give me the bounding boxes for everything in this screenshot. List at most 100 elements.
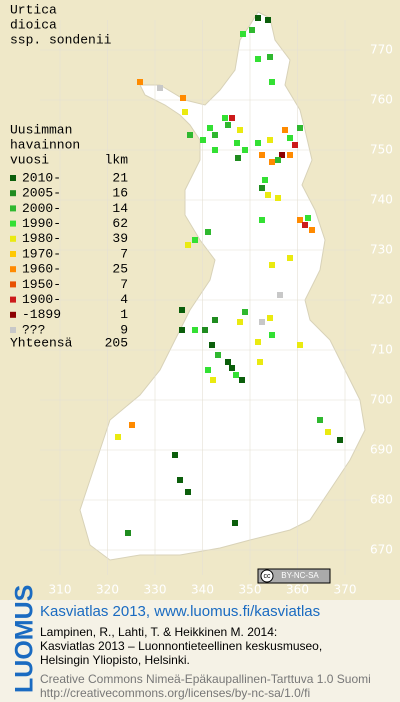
record-square <box>317 417 323 423</box>
record-square <box>212 147 218 153</box>
y-grid-label: 750 <box>370 143 393 157</box>
record-square <box>185 242 191 248</box>
legend-label: -1899 <box>22 307 61 322</box>
y-grid-label: 730 <box>370 243 393 257</box>
badge-circle <box>260 569 274 583</box>
legend-count: 9 <box>120 322 128 337</box>
record-square <box>249 27 255 33</box>
record-square <box>259 185 265 191</box>
legend-label: 1960- <box>22 262 61 277</box>
record-square <box>239 377 245 383</box>
records <box>115 15 343 536</box>
record-square <box>309 227 315 233</box>
x-grid-label: 340 <box>191 583 214 597</box>
record-square <box>234 140 240 146</box>
record-square <box>182 109 188 115</box>
license-badge: cc BY-NC-SA <box>257 568 331 584</box>
record-square <box>262 177 268 183</box>
legend-total-label: Yhteensä <box>10 335 73 350</box>
record-square <box>210 377 216 383</box>
legend-count: 16 <box>112 186 128 201</box>
record-square <box>205 229 211 235</box>
record-square <box>242 147 248 153</box>
record-square <box>242 309 248 315</box>
record-square <box>267 137 273 143</box>
record-square <box>259 217 265 223</box>
legend-swatch <box>10 251 16 257</box>
legend-col-year: vuosi <box>10 152 49 167</box>
record-square <box>265 17 271 23</box>
legend-count: 1 <box>120 307 128 322</box>
legend-count: 39 <box>112 231 128 246</box>
legend-swatch <box>10 266 16 273</box>
record-square <box>277 292 283 298</box>
badge-box <box>257 568 331 584</box>
record-square <box>200 137 206 143</box>
record-square <box>235 155 241 161</box>
record-square <box>255 140 261 146</box>
badge-cc: cc <box>264 573 272 580</box>
record-square <box>129 422 135 428</box>
record-square <box>259 152 265 158</box>
legend-heading: havainnon <box>10 137 80 152</box>
record-square <box>297 217 303 223</box>
x-grid-label: 370 <box>334 583 357 597</box>
legend-label: 2010- <box>22 170 61 185</box>
record-square <box>255 339 261 345</box>
legend-count: 62 <box>112 216 128 231</box>
legend-swatch <box>10 296 16 303</box>
record-square <box>269 262 275 268</box>
x-grid-label: 320 <box>96 583 119 597</box>
x-grid-label: 360 <box>286 583 309 597</box>
record-square <box>267 54 273 60</box>
y-grid-label: 700 <box>370 393 393 407</box>
title-line: Urtica <box>10 2 57 17</box>
legend-label: 2000- <box>22 201 61 216</box>
legend-count: 21 <box>112 170 128 185</box>
record-square <box>225 359 231 365</box>
record-square <box>187 132 193 138</box>
record-square <box>229 115 235 121</box>
record-square <box>185 489 191 495</box>
badge-text: BY-NC-SA <box>281 571 319 580</box>
record-square <box>202 327 208 333</box>
record-square <box>179 327 185 333</box>
record-square <box>269 79 275 85</box>
legend-label: 1980- <box>22 231 61 246</box>
legend-count: 14 <box>112 201 128 216</box>
record-square <box>292 142 298 148</box>
grid: 770 760 750 740 730 720 710 700 690 680 670 310 320 3… <box>40 20 393 597</box>
legend-col-count: lkm <box>105 152 129 167</box>
record-square <box>287 135 293 141</box>
y-grid-label: 670 <box>370 543 393 557</box>
x-grid-label: 350 <box>239 583 262 597</box>
record-square <box>125 530 131 536</box>
record-square <box>179 307 185 313</box>
footer-background <box>0 600 400 702</box>
y-grid-label: 720 <box>370 293 393 307</box>
finland-outline <box>79 11 366 561</box>
record-square <box>267 315 273 321</box>
legend-swatch <box>10 311 16 318</box>
record-square <box>257 359 263 365</box>
record-square <box>275 157 281 163</box>
legend-swatch <box>10 235 16 242</box>
record-square <box>255 56 261 62</box>
record-square <box>233 372 239 378</box>
record-square <box>192 327 198 333</box>
legend-label: 1990- <box>22 216 61 231</box>
record-square <box>287 152 293 158</box>
record-square <box>302 222 308 228</box>
record-square <box>255 15 261 21</box>
record-square <box>265 192 271 198</box>
record-square <box>115 434 121 440</box>
y-grid-label: 770 <box>370 43 393 57</box>
legend-swatch <box>10 175 16 181</box>
citation-line: Helsingin Yliopisto, Helsinki. <box>40 653 190 667</box>
legend-label: 1950- <box>22 277 61 292</box>
record-square <box>212 317 218 323</box>
record-square <box>172 452 178 458</box>
legend-count: 4 <box>120 292 128 307</box>
legend-label: 1900- <box>22 292 61 307</box>
